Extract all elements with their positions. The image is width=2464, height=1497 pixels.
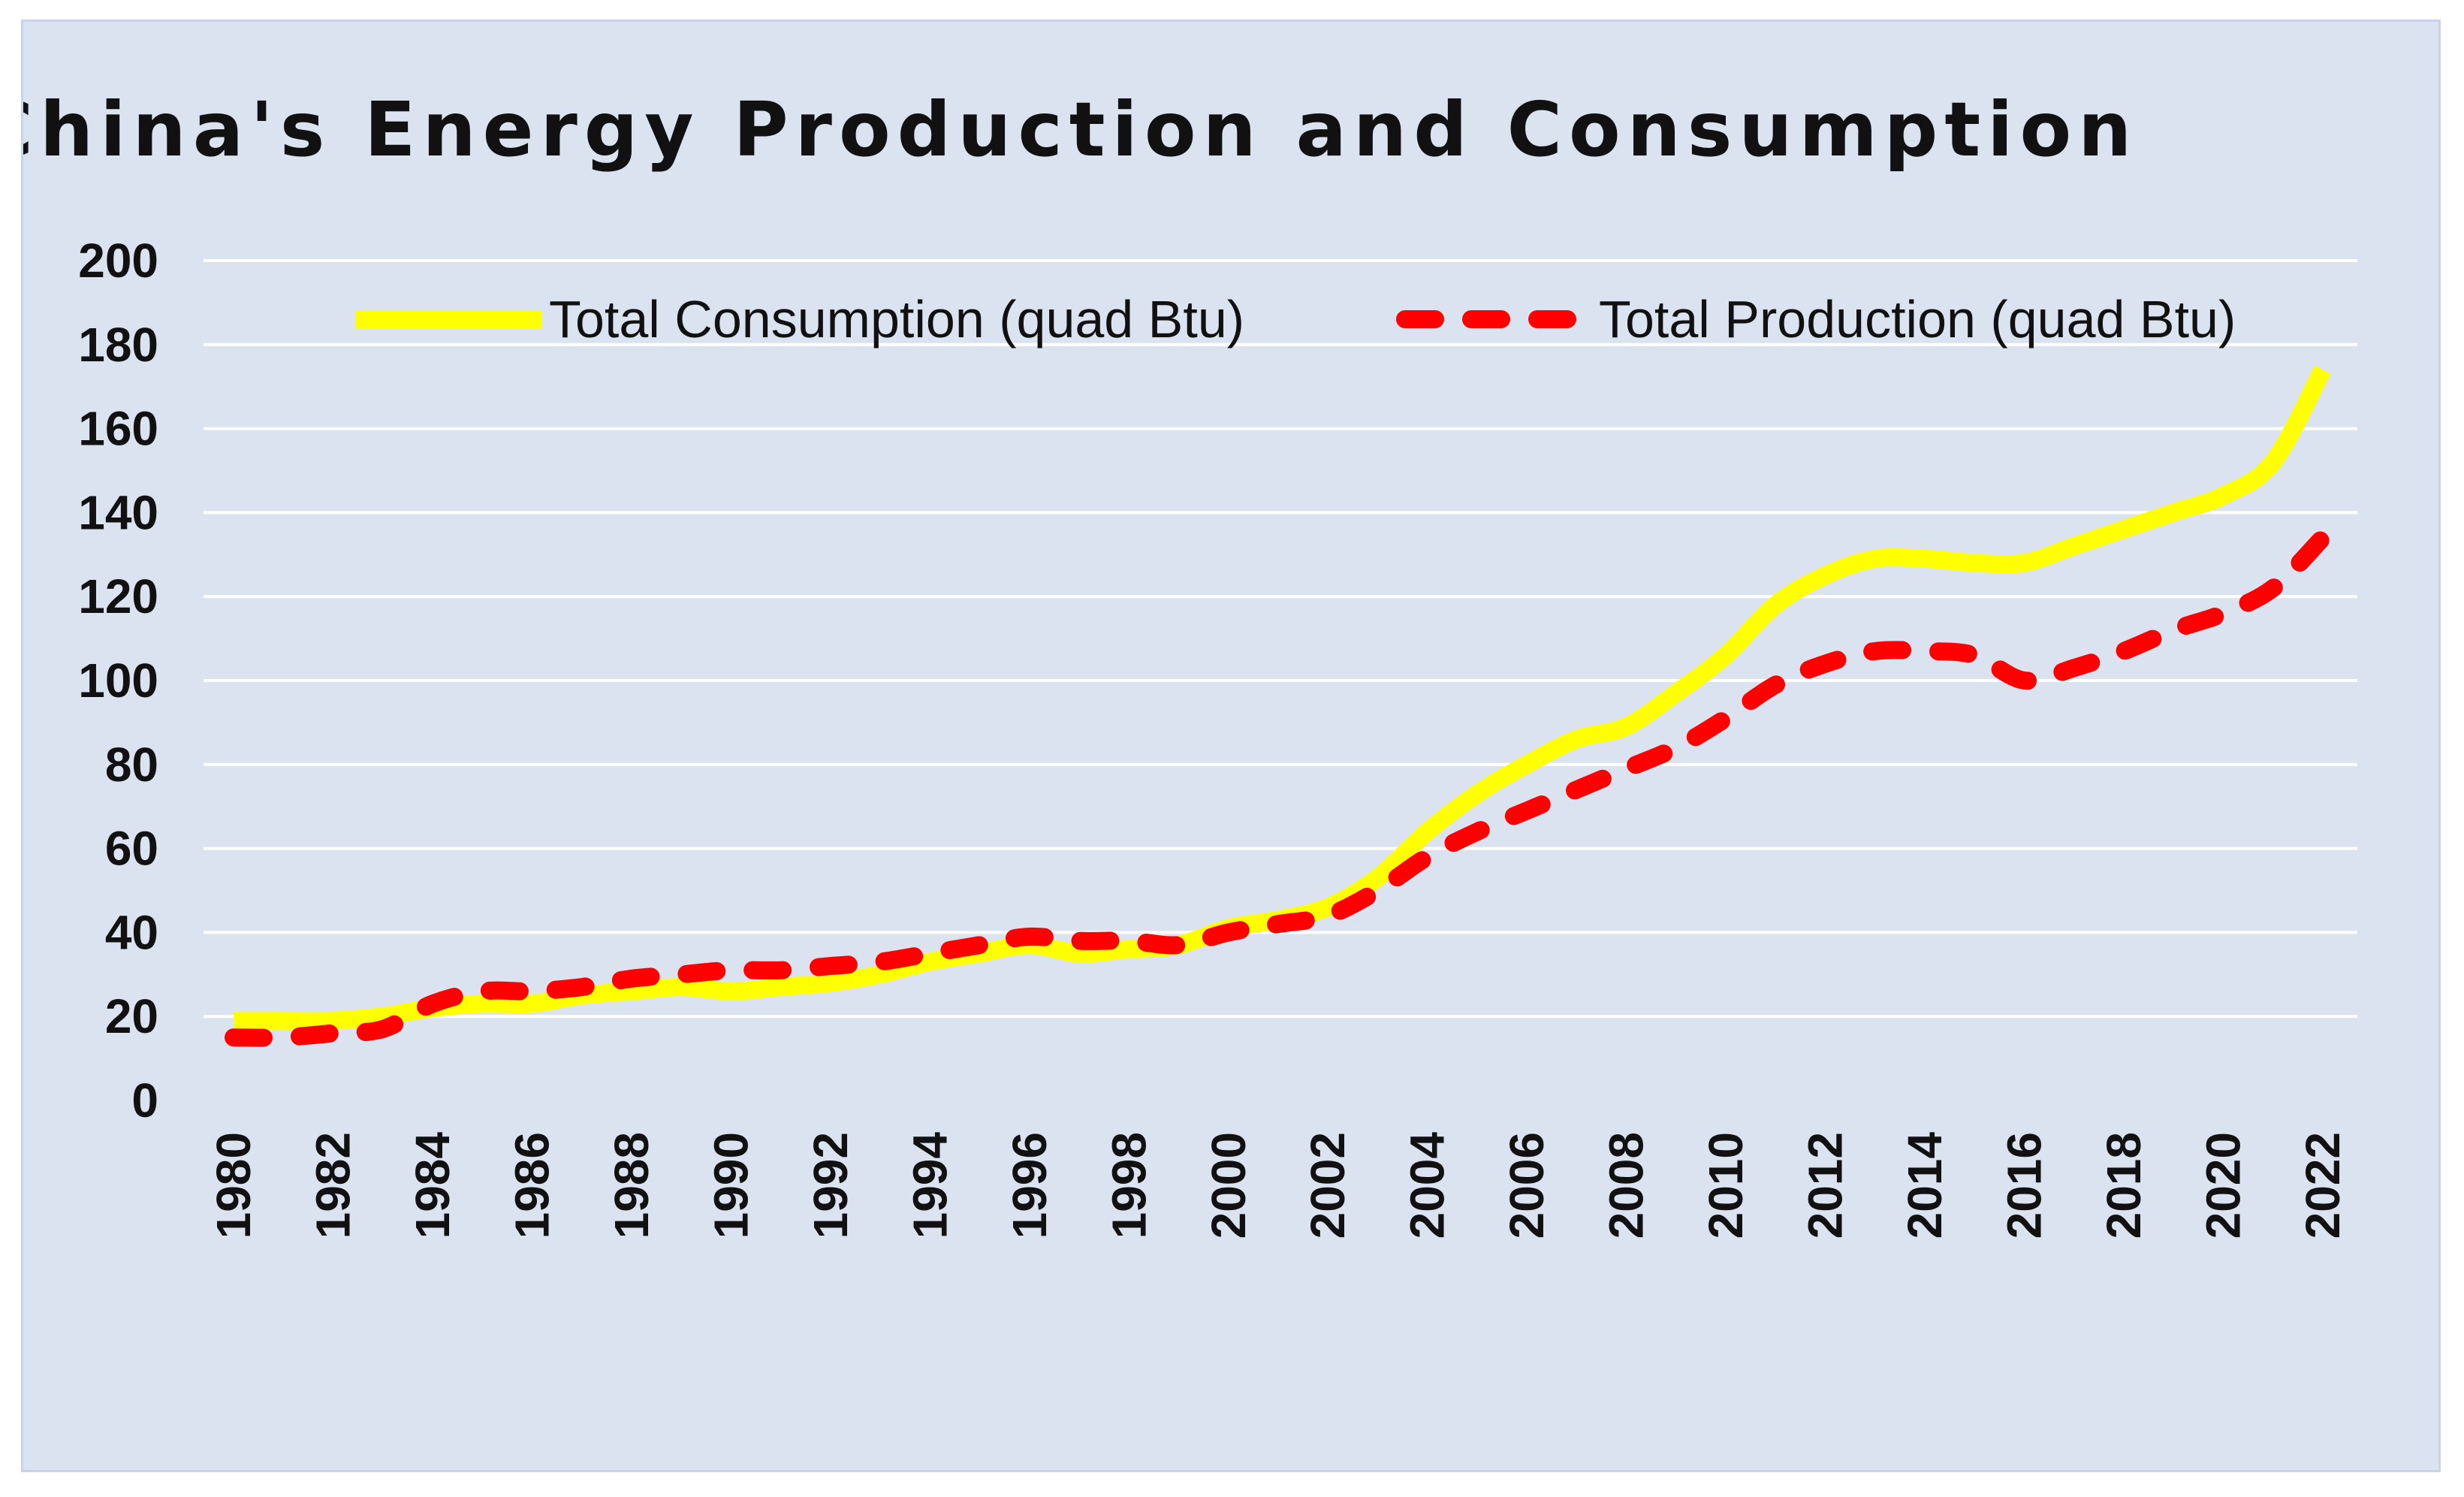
chart-panel: China's Energy Production and Consumptio… [21, 20, 2441, 1472]
x-tick-label: 2014 [1898, 1132, 1952, 1239]
y-tick-label: 160 [78, 402, 158, 456]
x-tick-label: 2020 [2197, 1132, 2251, 1239]
legend: Total Consumption (quad Btu) Total Produ… [355, 290, 2236, 349]
x-tick-label: 2012 [1799, 1132, 1853, 1239]
x-tick-label: 1998 [1102, 1132, 1156, 1239]
x-tick-label: 2022 [2296, 1132, 2350, 1239]
x-tick-label: 1988 [605, 1132, 659, 1239]
y-tick-label: 80 [105, 738, 158, 792]
x-tick-label: 1986 [505, 1132, 559, 1239]
x-axis-tick-labels: 1980 1982 1984 1986 1988 1990 1992 1994 1996 1998… [207, 1132, 2350, 1239]
x-tick-label: 1990 [704, 1132, 758, 1239]
x-tick-label: 2016 [1998, 1132, 2052, 1239]
legend-label-consumption: Total Consumption (quad Btu) [549, 290, 1244, 349]
y-axis-tick-labels: 0 20 40 60 80 100 120 140 160 180 200 [78, 234, 158, 1127]
series-line-production [225, 528, 2332, 1047]
x-tick-label: 2010 [1699, 1132, 1753, 1239]
x-tick-label: 2006 [1500, 1132, 1554, 1239]
y-tick-label: 60 [105, 822, 158, 876]
y-tick-label: 20 [105, 989, 158, 1043]
chart-title: China's Energy Production and Consumptio… [23, 86, 2138, 174]
x-tick-label: 1996 [1003, 1132, 1057, 1239]
x-tick-label: 2000 [1202, 1132, 1256, 1239]
y-tick-label: 40 [105, 905, 158, 959]
x-tick-label: 2004 [1401, 1132, 1455, 1239]
x-tick-label: 1982 [306, 1132, 360, 1239]
legend-label-production: Total Production (quad Btu) [1599, 290, 2236, 349]
x-tick-label: 2008 [1600, 1132, 1654, 1239]
grid-lines [204, 259, 2357, 1019]
x-tick-label: 1994 [903, 1132, 957, 1239]
series-lines [225, 365, 2332, 1047]
y-tick-label: 120 [78, 569, 158, 623]
y-tick-label: 140 [78, 485, 158, 539]
x-tick-label: 1992 [804, 1132, 858, 1239]
y-tick-label: 100 [78, 653, 158, 708]
line-chart: China's Energy Production and Consumptio… [23, 86, 2357, 1239]
x-tick-label: 1984 [406, 1132, 460, 1239]
y-tick-label: 180 [78, 318, 158, 372]
x-tick-label: 2002 [1301, 1132, 1355, 1239]
y-tick-label: 200 [78, 234, 158, 288]
x-tick-label: 2018 [2097, 1132, 2151, 1239]
y-tick-label: 0 [131, 1073, 158, 1127]
x-tick-label: 1980 [207, 1132, 261, 1239]
